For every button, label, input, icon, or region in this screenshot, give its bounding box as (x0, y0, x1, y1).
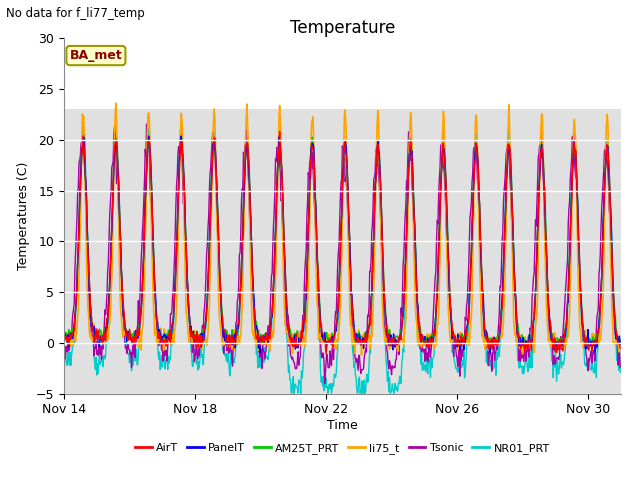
Title: Temperature: Temperature (290, 19, 395, 37)
AirT (124, 334, 131, 340)
li75_t (397, 331, 404, 337)
li75_t (358, 352, 365, 358)
PanelT (145, 133, 152, 139)
li75_t (616, 341, 624, 347)
li75_t (173, 282, 181, 288)
AirT (486, 338, 494, 344)
li75_t (136, 327, 143, 333)
Y-axis label: Temperatures (C): Temperatures (C) (17, 162, 30, 270)
AM25T_PRT (486, 337, 494, 343)
AirT (60, 328, 68, 334)
NR01_PRT (136, 323, 143, 328)
Tsonic (124, 344, 131, 349)
PanelT (135, 331, 143, 337)
Bar (64, 109, 621, 394)
NR01_PRT (486, 358, 494, 363)
Tsonic (135, 325, 143, 331)
Tsonic (616, 364, 624, 370)
PanelT (349, 314, 357, 320)
Tsonic (173, 172, 181, 178)
li75_t (60, 337, 68, 343)
Line: NR01_PRT: NR01_PRT (64, 120, 620, 394)
PanelT (486, 347, 494, 353)
AM25T_PRT (349, 316, 357, 322)
Legend: AirT, PanelT, AM25T_PRT, li75_t, Tsonic, NR01_PRT: AirT, PanelT, AM25T_PRT, li75_t, Tsonic,… (131, 438, 554, 458)
Line: Tsonic: Tsonic (64, 124, 620, 384)
PanelT (124, 333, 131, 338)
AirT (276, 128, 284, 134)
NR01_PRT (173, 222, 181, 228)
PanelT (173, 227, 181, 232)
Line: AirT: AirT (64, 131, 620, 354)
X-axis label: Time: Time (327, 419, 358, 432)
Tsonic (397, 331, 404, 336)
AirT (349, 324, 357, 329)
NR01_PRT (397, 376, 404, 382)
li75_t (124, 332, 132, 338)
AM25T_PRT (173, 226, 181, 232)
AirT (616, 345, 624, 351)
NR01_PRT (124, 350, 132, 356)
NR01_PRT (288, 391, 296, 396)
Text: No data for f_li77_temp: No data for f_li77_temp (6, 7, 145, 20)
NR01_PRT (60, 347, 68, 353)
Tsonic (60, 362, 68, 368)
Tsonic (349, 328, 357, 334)
Tsonic (486, 349, 494, 355)
Line: li75_t: li75_t (64, 103, 620, 355)
AM25T_PRT (60, 333, 68, 338)
PanelT (616, 342, 624, 348)
PanelT (397, 336, 404, 341)
Tsonic (143, 121, 150, 127)
AM25T_PRT (616, 337, 624, 343)
AirT (135, 328, 143, 334)
AM25T_PRT (397, 327, 404, 333)
NR01_PRT (112, 117, 120, 122)
NR01_PRT (616, 370, 624, 375)
AM25T_PRT (308, 134, 316, 140)
Line: PanelT: PanelT (64, 136, 620, 353)
PanelT (256, 350, 264, 356)
NR01_PRT (349, 353, 357, 359)
AM25T_PRT (124, 330, 131, 336)
Text: BA_met: BA_met (70, 49, 122, 62)
AirT (322, 351, 330, 357)
Line: AM25T_PRT: AM25T_PRT (64, 137, 620, 343)
AM25T_PRT (136, 320, 143, 325)
Tsonic (321, 381, 328, 386)
AirT (173, 241, 180, 247)
li75_t (486, 342, 494, 348)
PanelT (60, 332, 68, 337)
li75_t (112, 100, 120, 106)
AirT (397, 336, 404, 342)
li75_t (349, 324, 356, 330)
AM25T_PRT (131, 340, 139, 346)
